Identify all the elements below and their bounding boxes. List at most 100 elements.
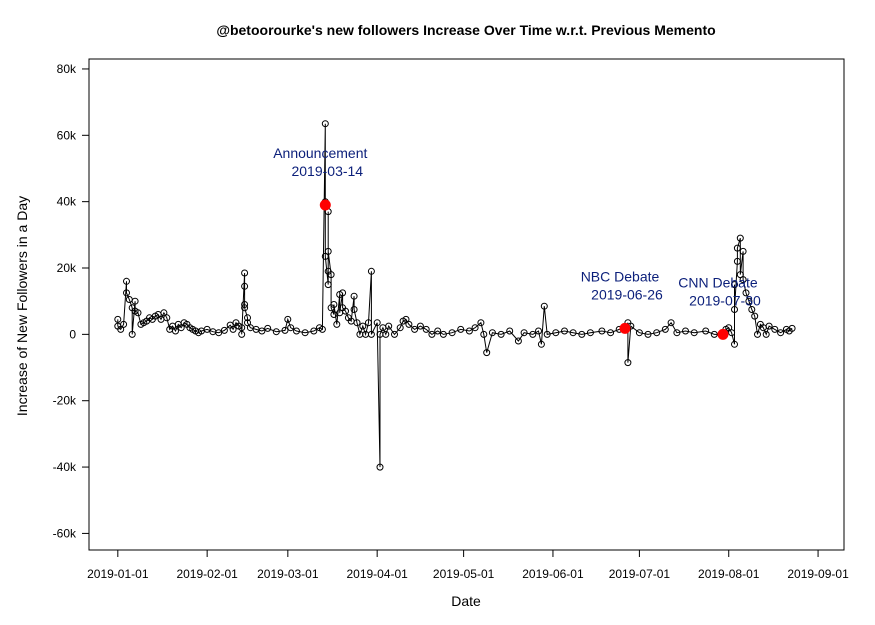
x-tick-label: 2019-06-01	[522, 567, 584, 581]
data-point	[667, 319, 675, 327]
data-point	[367, 330, 375, 338]
data-point	[488, 329, 496, 337]
x-tick-label: 2019-02-01	[176, 567, 238, 581]
data-point	[203, 325, 211, 333]
data-point	[561, 327, 568, 335]
event-marker	[319, 199, 331, 211]
data-point	[258, 327, 266, 335]
y-tick-label: 0	[69, 327, 76, 341]
data-point	[788, 324, 796, 332]
data-point	[241, 301, 249, 308]
data-point	[624, 359, 632, 367]
data-point	[682, 327, 689, 335]
data-point	[350, 292, 358, 300]
data-point	[396, 324, 404, 332]
data-point	[131, 297, 139, 305]
data-point	[535, 327, 542, 335]
data-point	[471, 324, 479, 332]
data-point	[552, 329, 560, 337]
y-tick-label: 80k	[57, 62, 77, 76]
data-point	[324, 247, 332, 255]
data-point	[569, 329, 577, 337]
x-axis: 2019-01-01 2019-02-01 2019-03-01 2019-04-01…	[87, 549, 849, 581]
data-point	[739, 247, 747, 255]
data-point	[327, 271, 335, 279]
data-point	[117, 325, 125, 333]
data-point	[365, 319, 372, 327]
data-point	[422, 325, 430, 333]
data-point	[163, 314, 171, 322]
data-point	[376, 463, 384, 471]
data-point	[731, 281, 738, 289]
data-point	[402, 315, 410, 323]
data-point	[477, 319, 485, 327]
y-tick-label: 40k	[57, 195, 77, 209]
data-point	[483, 349, 491, 357]
x-tick-label: 2019-04-01	[346, 567, 408, 581]
data-point	[123, 277, 130, 285]
data-point	[382, 330, 390, 338]
data-point	[405, 320, 413, 328]
chart-title: @betoorourke's new followers Increase Ov…	[216, 22, 715, 38]
data-point	[160, 309, 168, 317]
data-point	[742, 289, 750, 297]
data-point	[731, 306, 738, 313]
data-point	[736, 234, 744, 242]
y-tick-label: -40k	[53, 460, 77, 474]
y-axis-label: Increase of New Followers in a Day	[14, 196, 30, 416]
data-point	[281, 326, 289, 334]
data-point	[321, 120, 329, 128]
x-tick-label: 2019-09-01	[787, 567, 849, 581]
data-point	[731, 340, 738, 348]
data-point	[359, 322, 367, 330]
data-point	[644, 330, 652, 338]
data-point	[123, 289, 130, 297]
data-point	[529, 330, 537, 338]
data-point	[333, 320, 341, 328]
data-point	[690, 329, 698, 337]
data-point	[284, 315, 292, 323]
data-point	[457, 325, 465, 333]
data-point	[318, 325, 326, 333]
data-point	[607, 329, 615, 337]
highlight-layer: Announcement 2019-03-14 NBC Debate 2019-06-…	[273, 145, 761, 340]
data-point	[710, 330, 718, 338]
x-tick-label: 2019-05-01	[433, 567, 495, 581]
data-point	[480, 330, 488, 338]
data-point	[416, 322, 424, 330]
data-point	[439, 330, 447, 338]
data-point	[520, 329, 528, 337]
data-point	[751, 312, 759, 320]
data-point	[215, 329, 223, 337]
data-point	[428, 330, 436, 338]
event-marker	[717, 328, 729, 340]
data-point	[241, 304, 249, 312]
data-point	[635, 329, 643, 337]
series-layer	[114, 120, 796, 471]
data-point	[293, 327, 300, 335]
data-point	[373, 319, 381, 327]
x-tick-label: 2019-08-01	[698, 567, 760, 581]
data-point	[702, 327, 710, 335]
data-point	[661, 325, 669, 333]
data-point	[272, 328, 280, 336]
data-point	[578, 330, 586, 338]
data-point	[762, 330, 770, 338]
data-point	[353, 319, 361, 327]
data-point	[310, 327, 318, 335]
data-point	[120, 320, 128, 328]
x-tick-label: 2019-07-01	[609, 567, 671, 581]
data-point	[448, 329, 456, 337]
data-point	[506, 327, 514, 335]
x-axis-label: Date	[451, 593, 481, 609]
data-point	[765, 322, 773, 330]
data-point	[220, 326, 228, 334]
event-date-label: 2019-03-14	[291, 163, 363, 179]
data-point	[244, 314, 251, 322]
data-point	[411, 325, 419, 333]
data-point	[238, 324, 246, 332]
data-point	[540, 302, 548, 310]
data-point	[342, 307, 349, 315]
data-point	[114, 315, 122, 323]
